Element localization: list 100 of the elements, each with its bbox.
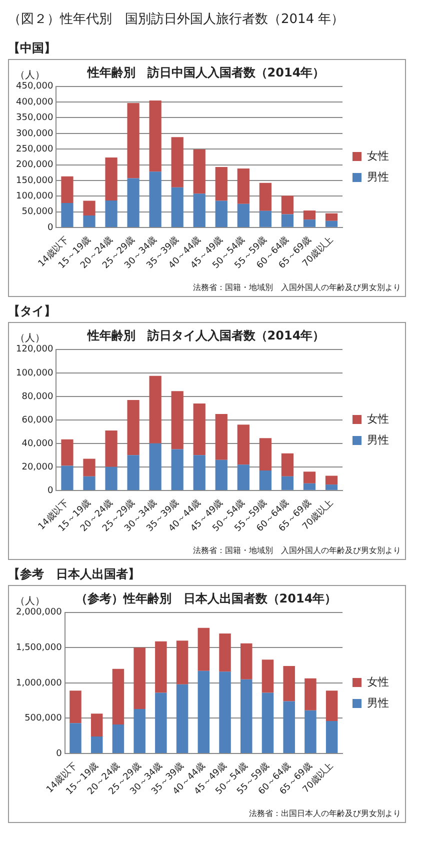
bar [134, 648, 146, 710]
bar [262, 692, 274, 753]
bar [325, 213, 338, 221]
bar [61, 176, 74, 203]
bar [127, 178, 140, 227]
bar [149, 100, 162, 172]
text: 法務省：出国日本人の年齢及び男女別より [249, 809, 401, 818]
bar [127, 400, 140, 456]
bar [83, 458, 96, 476]
y-tick-label: 50,000 [22, 207, 54, 218]
y-tick-label: 1,500,000 [16, 643, 62, 654]
y-tick-label: 20,000 [22, 462, 54, 472]
bar [105, 200, 118, 227]
y-axis-title: （人） [15, 596, 45, 607]
bar [112, 724, 124, 753]
y-tick-label: 400,000 [16, 97, 54, 108]
bar [176, 640, 188, 684]
bar [304, 710, 316, 753]
y-tick-label: 60,000 [22, 415, 54, 426]
legend-label: 男性 [367, 170, 389, 184]
bar [155, 692, 167, 753]
bar [90, 736, 103, 753]
bar [171, 137, 184, 188]
bar [240, 679, 252, 753]
bar [219, 672, 231, 753]
bar [149, 376, 162, 444]
y-tick-label: 80,000 [22, 392, 54, 402]
y-tick-label: 0 [47, 222, 54, 233]
bar [326, 721, 338, 753]
bar [240, 643, 252, 680]
legend-label: 女性 [367, 149, 389, 162]
bar [215, 460, 228, 490]
bar [303, 210, 316, 220]
bar [325, 484, 338, 490]
bar [198, 628, 210, 671]
bar [83, 200, 96, 216]
y-tick-label: 350,000 [16, 113, 54, 124]
bar [283, 666, 295, 702]
bar [134, 709, 146, 753]
y-tick-label: 100,000 [16, 191, 54, 202]
bar [90, 714, 103, 737]
bar [112, 668, 124, 725]
legend-label: 女性 [367, 412, 389, 426]
y-tick-label: 450,000 [16, 82, 54, 92]
bar [325, 220, 338, 227]
bar [303, 483, 316, 490]
bar [61, 202, 74, 227]
bar [171, 391, 184, 450]
bar [149, 443, 162, 490]
y-axis-title: （人） [15, 332, 45, 344]
bar [259, 210, 272, 227]
bar [61, 439, 74, 466]
y-tick-label: 250,000 [16, 144, 54, 154]
legend-label: 男性 [367, 433, 389, 446]
bar [215, 414, 228, 460]
y-tick-label: 0 [47, 486, 54, 496]
bar [61, 466, 74, 490]
bar [193, 403, 206, 456]
y-tick-label: 100,000 [16, 368, 54, 378]
y-tick-label: 500,000 [24, 714, 62, 724]
bar [237, 464, 250, 490]
bar [281, 214, 294, 227]
y-tick-label: 150,000 [16, 176, 54, 186]
bar [193, 455, 206, 490]
bar [70, 723, 82, 753]
bar [326, 690, 338, 721]
chart-subtitle: 【中国】 [8, 40, 57, 57]
text: 法務省：国籍・地域別 入国外国人の年齢及び男女別より [193, 283, 401, 292]
bar [171, 187, 184, 227]
bar [283, 701, 295, 753]
bar [105, 466, 118, 490]
bar [127, 455, 140, 490]
bar [237, 204, 250, 227]
y-axis-title: （人） [15, 70, 45, 81]
bar [215, 200, 228, 227]
bar [215, 166, 228, 201]
bar [304, 678, 316, 710]
bar [219, 634, 231, 672]
chart-title: 性年齢別 訪日中国人入国者数（2014年） [86, 65, 325, 80]
chart-subtitle: 【参考 日本人出国者】 [8, 566, 141, 583]
chart-title: （参考）性年齢別 日本人出国者数（2014年） [75, 591, 337, 606]
chart-title: 性年齢別 訪日タイ人入国者数（2014年） [86, 328, 325, 342]
bar [176, 684, 188, 753]
bar [171, 449, 184, 490]
legend-label: 男性 [367, 696, 389, 710]
bar [193, 194, 206, 227]
bar [105, 430, 118, 467]
y-tick-label: 200,000 [16, 160, 54, 170]
bar [237, 424, 250, 465]
bar [259, 438, 272, 470]
bar [193, 149, 206, 194]
bar [259, 182, 272, 211]
bar [259, 470, 272, 490]
bar [198, 670, 210, 753]
y-tick-label: 2,000,000 [16, 608, 62, 618]
text: （図２）性年代別 国別訪日外国人旅行者数（2014 年） [8, 11, 346, 29]
legend-label: 女性 [367, 675, 389, 688]
y-tick-label: 120,000 [16, 344, 54, 355]
bar [70, 690, 82, 724]
bar [83, 476, 96, 490]
